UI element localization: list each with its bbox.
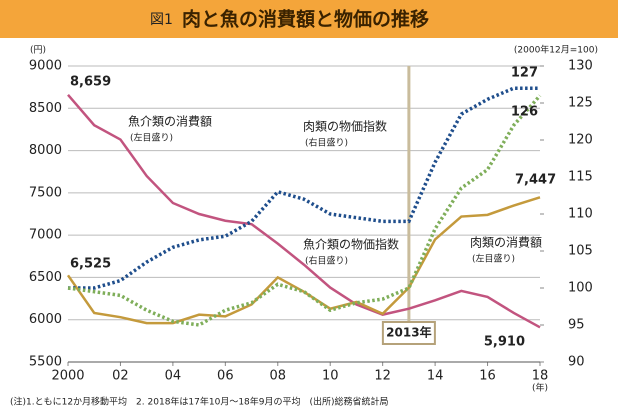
x-tick-label: 08 [270,369,287,384]
series-label: 肉類の消費額 [470,235,542,250]
y2-tick-label: 100 [568,281,593,296]
data-label: 126 [511,105,538,120]
x-tick-label: 02 [112,369,129,384]
data-label: 5,910 [484,335,525,350]
data-label: 6,525 [70,257,111,272]
data-label: 127 [511,66,538,81]
y-tick-label: 6000 [29,312,62,327]
figure-label: 図1 [150,12,173,28]
series-line [67,94,541,329]
marker-label: 2013年 [386,325,431,340]
y2-tick-label: 125 [568,96,593,111]
y-tick-label: 7000 [29,228,62,243]
footnote: (注)1.ともに12か月移動平均 2. 2018年は17年10月～18年9月の平… [10,396,389,408]
y2-tick-label: 130 [568,59,593,74]
series-axis-note: (左目盛り) [130,132,173,144]
x-tick-label: 2000 [51,369,84,384]
x-tick-label: 06 [217,369,234,384]
y-tick-label: 8500 [29,101,62,116]
y-tick-label: 8000 [29,143,62,158]
series-line [68,86,540,290]
series-axis-note: (左目盛り) [472,253,515,265]
x-axis-label: (年) [532,382,548,394]
x-tick-label: 10 [322,369,339,384]
data-label: 7,447 [515,173,556,188]
x-tick-label: 16 [479,369,496,384]
series-label: 肉類の物価指数 [303,119,387,134]
x-tick-label: 14 [427,369,444,384]
y-tick-label: 5500 [29,355,62,370]
y2-tick-label: 110 [568,207,593,222]
data-label: 8,659 [70,75,111,90]
x-tick-label: 04 [165,369,182,384]
y-tick-label: 9000 [29,59,62,74]
y2-tick-label: 105 [568,244,593,259]
y-tick-label: 6500 [29,270,62,285]
y2-tick-label: 95 [568,318,585,333]
series-line [67,94,542,327]
y2-tick-label: 90 [568,355,585,370]
y2-axis-label: (2000年12月=100) [514,44,598,56]
x-tick-label: 18 [532,369,549,384]
y2-tick-label: 120 [568,133,593,148]
title-bar [0,0,618,38]
chart-title: 肉と魚の消費額と物価の推移 [182,8,429,31]
x-tick-label: 12 [374,369,391,384]
series-axis-note: (右目盛り) [305,255,348,267]
series-label: 魚介類の物価指数 [303,237,399,252]
series-line [66,196,541,325]
marker-box [381,321,436,345]
y2-tick-label: 115 [568,170,593,185]
series-axis-note: (右目盛り) [305,137,348,149]
series-label: 魚介類の消費額 [128,114,212,129]
y-tick-label: 7500 [29,185,62,200]
y-axis-label: (円) [30,45,46,56]
